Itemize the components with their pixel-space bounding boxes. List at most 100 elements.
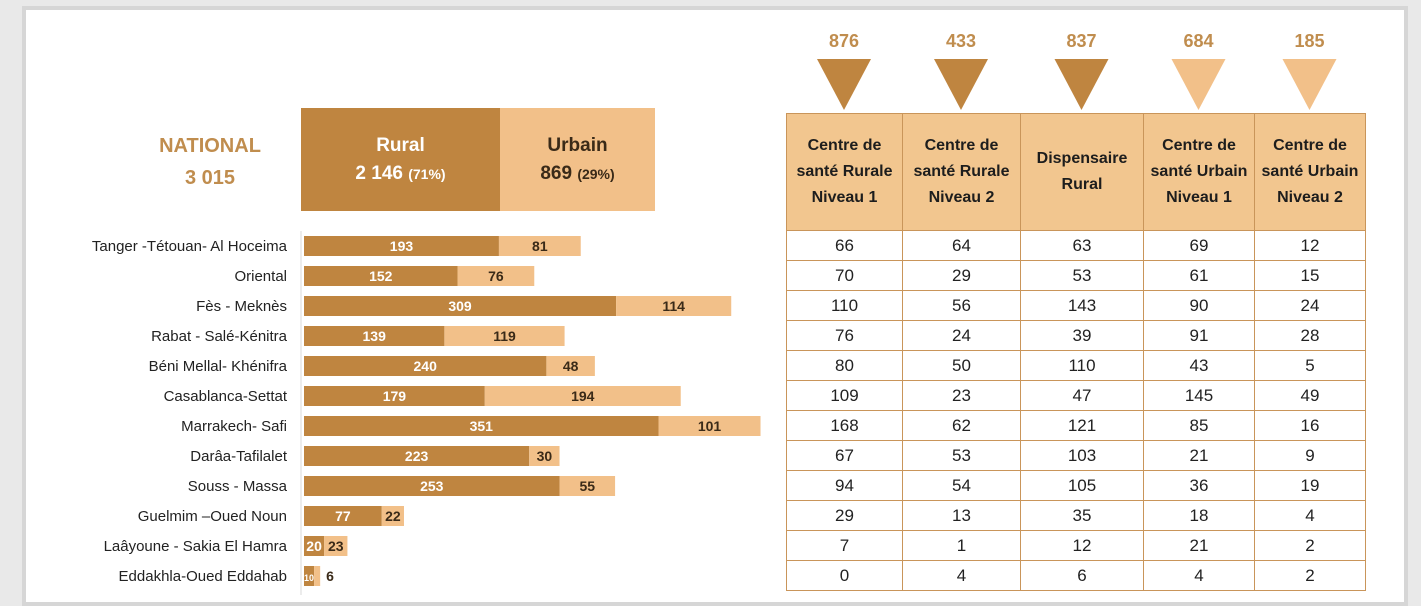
table-row: 66 64 63 69 12 [786,230,1366,261]
data-label-rural: 139 [363,328,387,344]
total-marker-triangle [1282,59,1337,110]
data-label-urbain: 6 [326,568,334,584]
national-value: 3 015 [184,167,236,189]
category-label: Guelmim –Oued Noun [138,508,287,525]
table-cell: 67 [786,440,903,471]
bar-rural [304,386,485,406]
table-row: 80 50 110 43 5 [786,350,1366,381]
table-cell: 64 [902,230,1021,261]
data-label-rural: 193 [390,238,414,254]
table-cell: 23 [902,380,1021,411]
table-cell: 76 [786,320,903,351]
category-label: Rabat - Salé-Kénitra [151,328,288,345]
column-total: 876 [829,31,859,51]
table-cell: 36 [1143,470,1255,501]
table-cell: 80 [786,350,903,381]
table-cell: 15 [1254,260,1366,291]
table-cell: 19 [1254,470,1366,501]
facility-type-table: Centre de santé Rurale Niveau 1 Centre de… [786,113,1366,591]
bar-urbain [546,356,595,376]
national-total: NATIONAL 3 015 [140,130,280,194]
table-cell: 39 [1020,320,1144,351]
bar-urbain [457,266,535,286]
data-label-rural: 253 [420,478,444,494]
table-cell: 43 [1143,350,1255,381]
data-label-urbain: 23 [328,538,344,554]
national-label: NATIONAL [159,135,261,157]
table-row: 29 13 35 18 4 [786,500,1366,531]
table-row: 94 54 105 36 19 [786,470,1366,501]
table-cell: 24 [1254,290,1366,321]
data-label-urbain: 114 [662,298,685,314]
table-cell: 143 [1020,290,1144,321]
bar-urbain [381,506,404,526]
table-row: 67 53 103 21 9 [786,440,1366,471]
table-cell: 29 [902,260,1021,291]
urban-value: 869 [540,163,573,184]
table-cell: 49 [1254,380,1366,411]
table-cell: 16 [1254,410,1366,441]
column-total: 684 [1183,31,1213,51]
table-cell: 63 [1020,230,1144,261]
category-label: Casablanca-Settat [164,388,288,405]
data-label-rural: 240 [414,358,438,374]
data-label-urbain: 194 [571,388,595,404]
table-row: 109 23 47 145 49 [786,380,1366,411]
bar-urbain [559,476,616,496]
bar-urbain [444,326,565,346]
data-label-urbain: 101 [698,418,722,434]
bar-urbain [658,416,761,436]
table-cell: 21 [1143,440,1255,471]
rural-value: 2 146 [355,163,403,184]
category-label: Tanger -Tétouan- Al Hoceima [92,238,288,255]
table-cell: 94 [786,470,903,501]
bar-rural [304,356,547,376]
bar-rural [304,536,325,556]
table-row: 7 1 12 21 2 [786,530,1366,561]
bar-rural [304,446,530,466]
data-label-urbain: 48 [563,358,579,374]
data-label-rural: 179 [383,388,407,404]
data-label-rural: 351 [470,418,494,434]
table-cell: 109 [786,380,903,411]
rural-summary: Rural 2 146 (71%) [301,108,500,211]
table-cell: 29 [786,500,903,531]
table-cell: 7 [786,530,903,561]
category-label: Oriental [234,268,287,285]
table-cell: 91 [1143,320,1255,351]
table-row: 168 62 121 85 16 [786,410,1366,441]
bar-rural [304,236,499,256]
data-label-rural: 10 [304,573,314,583]
table-cell: 12 [1020,530,1144,561]
data-label-urbain: 76 [488,268,504,284]
table-row: 70 29 53 61 15 [786,260,1366,291]
data-label-urbain: 119 [493,328,516,344]
rural-label: Rural [376,135,425,156]
table-cell: 6 [1020,560,1144,591]
table-cell: 12 [1254,230,1366,261]
bar-rural [304,326,445,346]
table-cell: 54 [902,470,1021,501]
column-header: Dispensaire Rural [1020,113,1144,231]
table-cell: 2 [1254,560,1366,591]
column-header: Centre de santé Rurale Niveau 1 [786,113,903,231]
bar-urbain [324,536,348,556]
table-row: 76 24 39 91 28 [786,320,1366,351]
table-cell: 103 [1020,440,1144,471]
column-total: 837 [1066,31,1096,51]
bar-rural [304,506,382,526]
table-cell: 168 [786,410,903,441]
total-marker-triangle [817,59,871,110]
bar-rural [304,476,560,496]
data-label-rural: 223 [405,448,429,464]
region-bar-chart: Tanger -Tétouan- Al Hoceima 193 81 Oriental… [92,231,761,595]
bar-urbain [498,236,581,256]
bar-rural [304,266,458,286]
table-cell: 90 [1143,290,1255,321]
urban-summary: Urbain 869 (29%) [500,108,655,211]
data-label-rural: 77 [335,508,351,524]
urban-label: Urbain [547,135,608,156]
table-cell: 50 [902,350,1021,381]
bar-urbain [314,566,321,586]
rural-pct: (71%) [408,166,446,182]
